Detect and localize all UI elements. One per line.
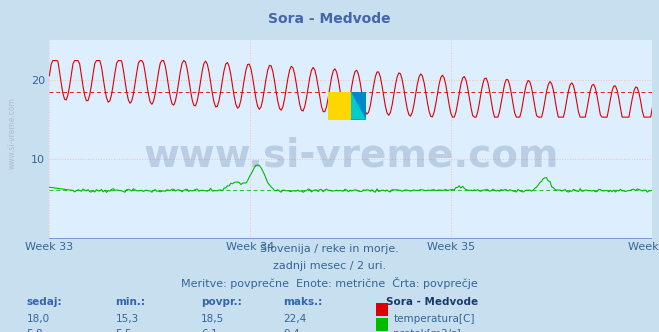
- Text: www.si-vreme.com: www.si-vreme.com: [143, 136, 559, 174]
- FancyBboxPatch shape: [328, 92, 351, 120]
- FancyBboxPatch shape: [351, 92, 366, 120]
- Text: 5,5: 5,5: [115, 329, 132, 332]
- Text: 18,5: 18,5: [201, 314, 224, 324]
- Text: min.:: min.:: [115, 297, 146, 307]
- Text: 18,0: 18,0: [26, 314, 49, 324]
- Text: Sora - Medvode: Sora - Medvode: [386, 297, 478, 307]
- Text: 22,4: 22,4: [283, 314, 306, 324]
- Text: Sora - Medvode: Sora - Medvode: [268, 12, 391, 26]
- Text: www.si-vreme.com: www.si-vreme.com: [8, 97, 17, 169]
- Text: temperatura[C]: temperatura[C]: [393, 314, 475, 324]
- Text: sedaj:: sedaj:: [26, 297, 62, 307]
- Text: maks.:: maks.:: [283, 297, 323, 307]
- Text: 9,4: 9,4: [283, 329, 300, 332]
- Text: povpr.:: povpr.:: [201, 297, 242, 307]
- Text: 15,3: 15,3: [115, 314, 138, 324]
- Polygon shape: [351, 92, 366, 120]
- Text: Slovenija / reke in morje.: Slovenija / reke in morje.: [260, 244, 399, 254]
- Text: Meritve: povprečne  Enote: metrične  Črta: povprečje: Meritve: povprečne Enote: metrične Črta:…: [181, 277, 478, 289]
- Text: 6,1: 6,1: [201, 329, 217, 332]
- Text: zadnji mesec / 2 uri.: zadnji mesec / 2 uri.: [273, 261, 386, 271]
- Text: 5,8: 5,8: [26, 329, 43, 332]
- Text: pretok[m3/s]: pretok[m3/s]: [393, 329, 461, 332]
